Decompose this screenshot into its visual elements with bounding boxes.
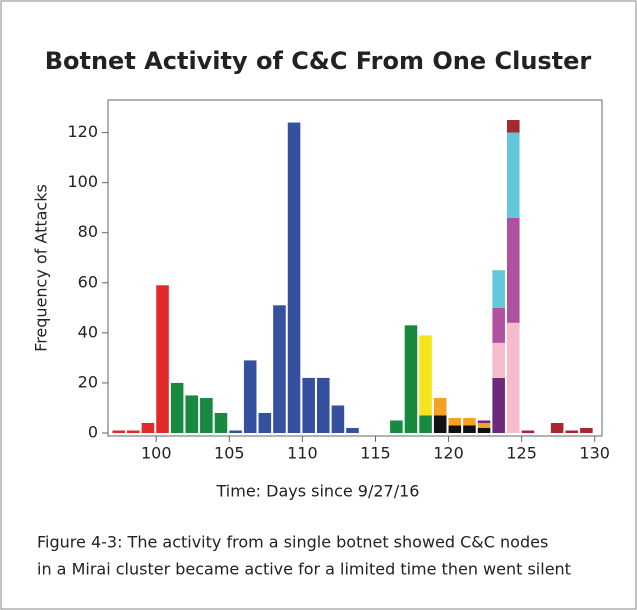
- bar-segment: [492, 270, 505, 308]
- bar-segment: [390, 420, 403, 433]
- x-tick-label: 105: [214, 444, 245, 463]
- y-tick-label: 0: [88, 422, 98, 441]
- bar-segment: [507, 120, 520, 133]
- bar-segment: [550, 422, 564, 433]
- caption: Figure 4-3: The activity from a single b…: [37, 533, 548, 552]
- bar-segment: [141, 422, 155, 433]
- bar-segment: [258, 412, 272, 433]
- caption: in a Mirai cluster became active for a l…: [37, 560, 571, 579]
- bar-segment: [419, 415, 432, 433]
- bar-segment: [507, 322, 520, 433]
- bar-segment: [433, 415, 447, 433]
- y-tick-label: 20: [78, 372, 98, 391]
- bar-segment: [433, 397, 447, 416]
- bar-segment: [404, 325, 418, 433]
- x-tick-label: 130: [579, 444, 610, 463]
- bar-segment: [448, 417, 462, 426]
- plot-frame: [107, 99, 603, 437]
- y-axis-label: Frequency of Attacks: [32, 184, 51, 352]
- bar-segment: [507, 132, 520, 218]
- bar-segment: [463, 417, 476, 426]
- x-axis-label: Time: Days since 9/27/16: [216, 482, 420, 501]
- x-tick-label: 120: [433, 444, 464, 463]
- bar-segment: [507, 217, 520, 323]
- y-tick-label: 60: [78, 272, 98, 291]
- bar-segment: [492, 342, 505, 378]
- bar-segment: [492, 307, 505, 343]
- bar-segment: [565, 430, 579, 433]
- x-tick-label: 125: [506, 444, 537, 463]
- bar-segment: [477, 422, 491, 428]
- bar-segment: [346, 427, 359, 433]
- bar-segment: [214, 412, 228, 433]
- bar-segment: [302, 377, 315, 433]
- y-tick-label: 80: [78, 222, 98, 241]
- bar-segment: [243, 360, 257, 433]
- x-tick-label: 100: [141, 444, 172, 463]
- bar-segment: [477, 427, 491, 433]
- bar-segment: [419, 335, 432, 416]
- x-tick-label: 110: [287, 444, 318, 463]
- y-tick-label: 120: [67, 122, 98, 141]
- bar-segment: [492, 377, 505, 433]
- y-tick-label: 40: [78, 322, 98, 341]
- chart-title: Botnet Activity of C&C From One Cluster: [45, 47, 592, 75]
- bar-segment: [273, 305, 286, 433]
- bar-segment: [331, 405, 345, 433]
- bar-segment: [463, 425, 476, 433]
- bar-segment: [229, 430, 242, 433]
- bar-segment: [477, 420, 491, 423]
- x-tick-label: 115: [360, 444, 391, 463]
- bar-segment: [185, 395, 199, 433]
- bar-segment: [112, 430, 125, 433]
- bar-segment: [200, 397, 213, 433]
- bar-segment: [317, 377, 330, 433]
- bar-segment: [170, 382, 184, 433]
- bar-segment: [287, 122, 301, 433]
- bar-segment: [580, 427, 593, 433]
- bar-segment: [127, 430, 140, 433]
- bar-segment: [448, 425, 462, 433]
- bar-segment: [156, 285, 169, 433]
- bar-segment: [521, 430, 535, 433]
- y-tick-label: 100: [67, 172, 98, 191]
